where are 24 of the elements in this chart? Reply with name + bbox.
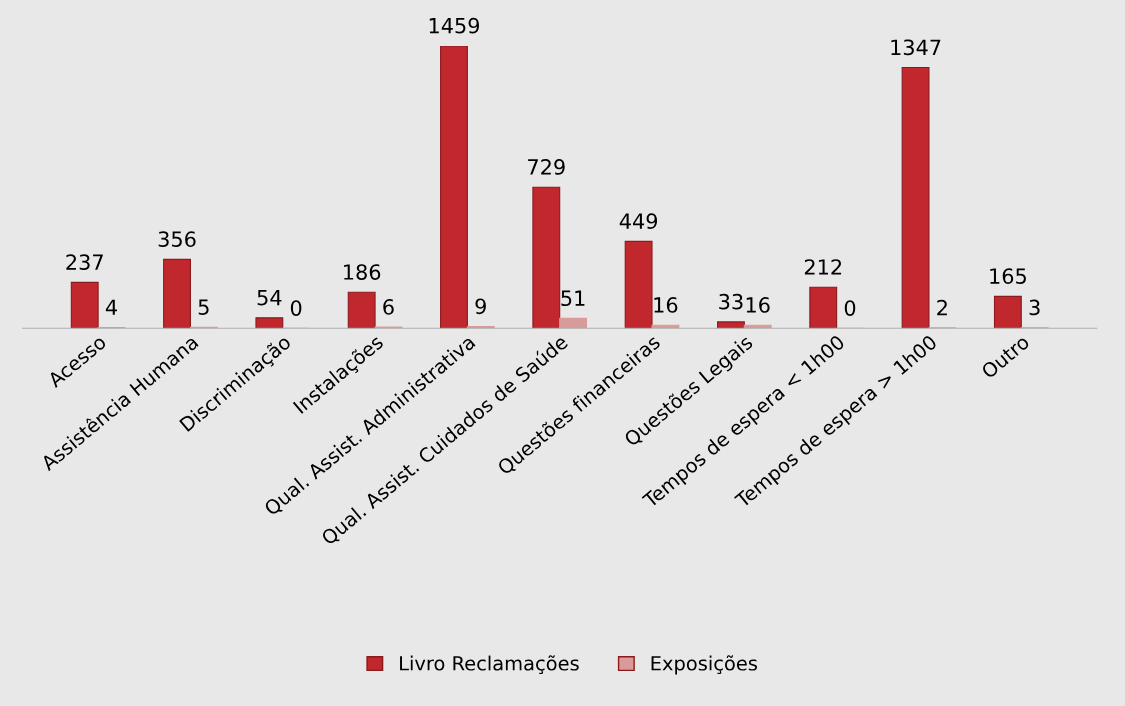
data-label: 54 [257, 289, 282, 306]
legend-label: Livro Reclamações [400, 655, 579, 675]
data-label: 449 [619, 213, 658, 230]
data-label: 0 [290, 300, 302, 316]
data-label: 51 [561, 290, 585, 307]
data-label: 356 [158, 231, 196, 248]
data-label: 186 [344, 264, 381, 280]
data-label: 16 [746, 297, 770, 313]
data-label: 2 [937, 299, 947, 316]
data-label: 1347 [891, 39, 941, 56]
legend-label: Exposições [651, 655, 757, 675]
data-label: 9 [475, 298, 486, 315]
data-label: 212 [804, 259, 842, 275]
data-label: 3 [1029, 299, 1040, 316]
data-label: 729 [528, 159, 565, 175]
data-label: 5 [198, 299, 209, 315]
data-label: 237 [66, 254, 103, 271]
data-label: 4 [105, 299, 117, 315]
data-label: 0 [844, 300, 856, 316]
data-label: 16 [654, 297, 678, 313]
data-label: 6 [383, 299, 394, 315]
data-label: 1459 [429, 17, 480, 34]
data-label: 33 [719, 293, 743, 310]
data-label: 165 [990, 268, 1026, 284]
